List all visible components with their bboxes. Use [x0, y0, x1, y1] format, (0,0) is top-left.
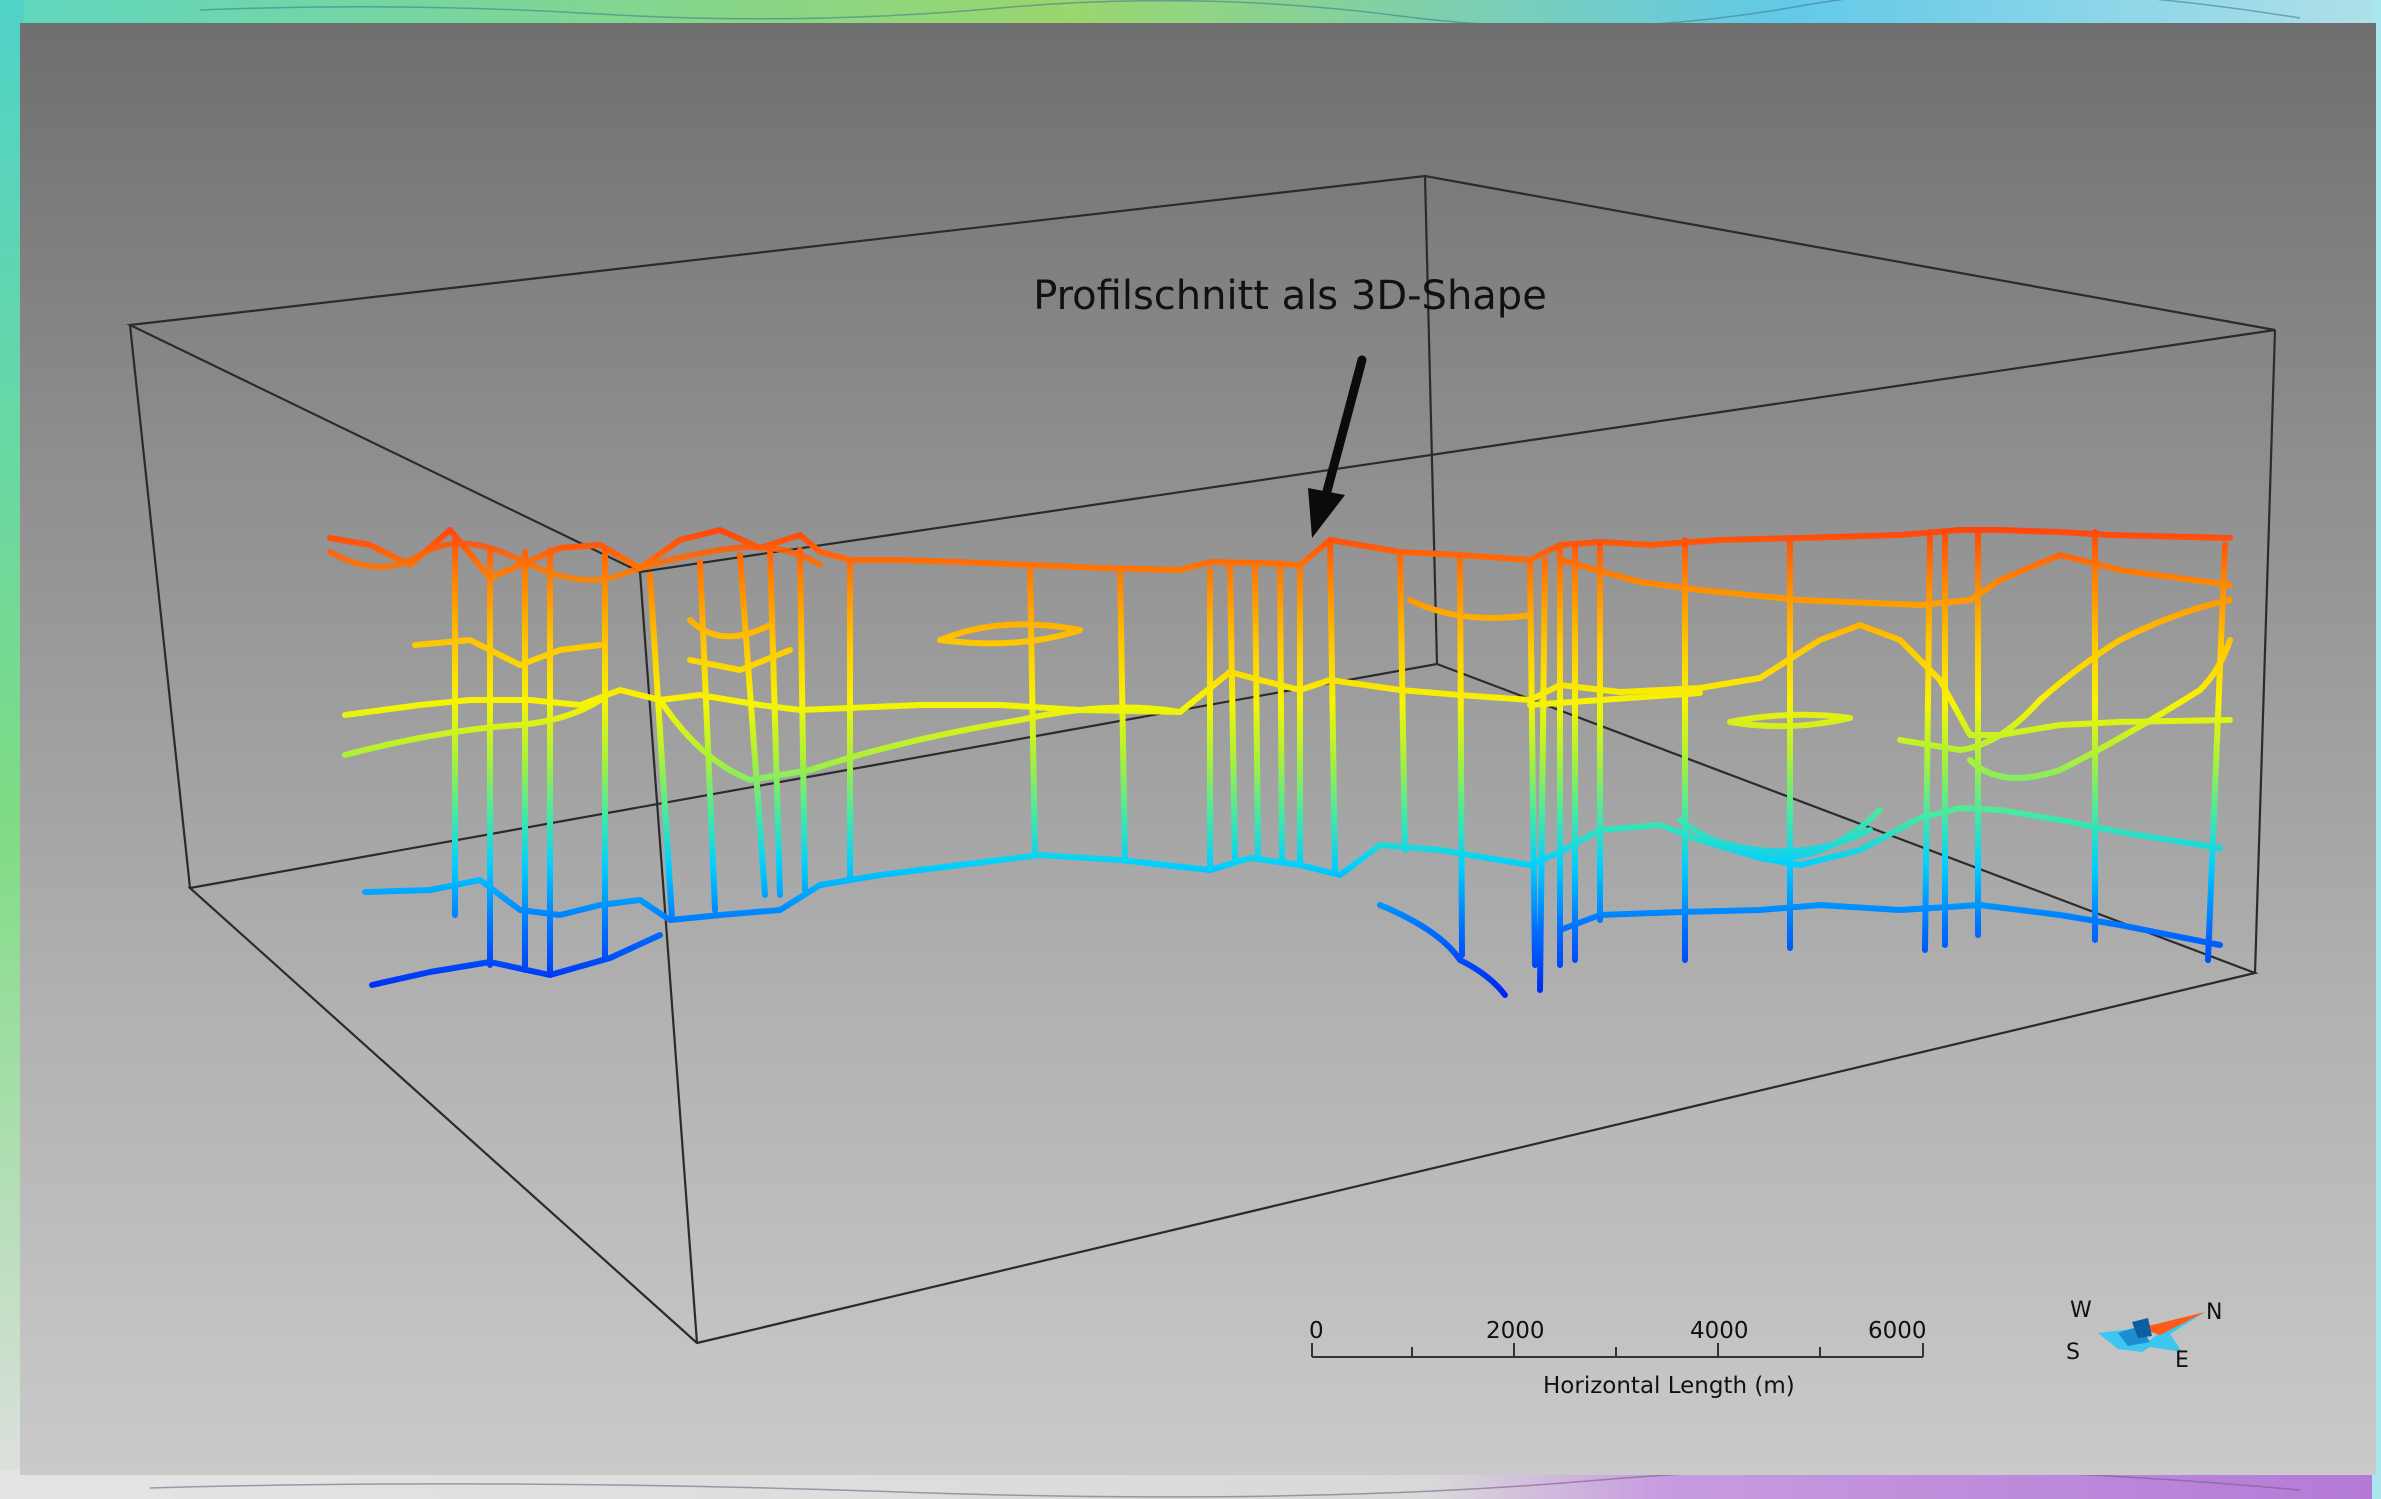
horizon-surface [327, 527, 2233, 581]
compass-east-label: E [2175, 1348, 2189, 1373]
north-arrow-icon [2098, 1312, 2205, 1352]
scale-bar-title: Horizontal Length (m) [1543, 1373, 1795, 1399]
horizon-surface-upper [327, 540, 823, 583]
scale-tick-label-2000: 2000 [1486, 1318, 1545, 1344]
horizon-5 [369, 902, 2223, 998]
scale-tick-label-4000: 4000 [1690, 1318, 1749, 1344]
bounding-box [126, 174, 2277, 1345]
scale-tick-label-0: 0 [1309, 1318, 1324, 1344]
compass-north-label: N [2206, 1300, 2223, 1325]
horizon-2 [412, 552, 2233, 753]
compass-south-label: S [2066, 1340, 2080, 1365]
horizon-4 [362, 805, 2223, 923]
scale-bar-graphic [1311, 1343, 1924, 1358]
scene-viewport[interactable] [20, 23, 2376, 1475]
geological-profile[interactable] [327, 527, 2233, 998]
horizon-3-lower [342, 637, 2233, 783]
borehole-lines [452, 527, 2228, 993]
scale-tick-label-6000: 6000 [1868, 1318, 1927, 1344]
arrow-down-icon [1308, 355, 1367, 538]
lens-body [1727, 711, 1853, 730]
callout-label: Profilschnitt als 3D-Shape [1033, 273, 1547, 319]
compass-west-label: W [2070, 1298, 2092, 1323]
